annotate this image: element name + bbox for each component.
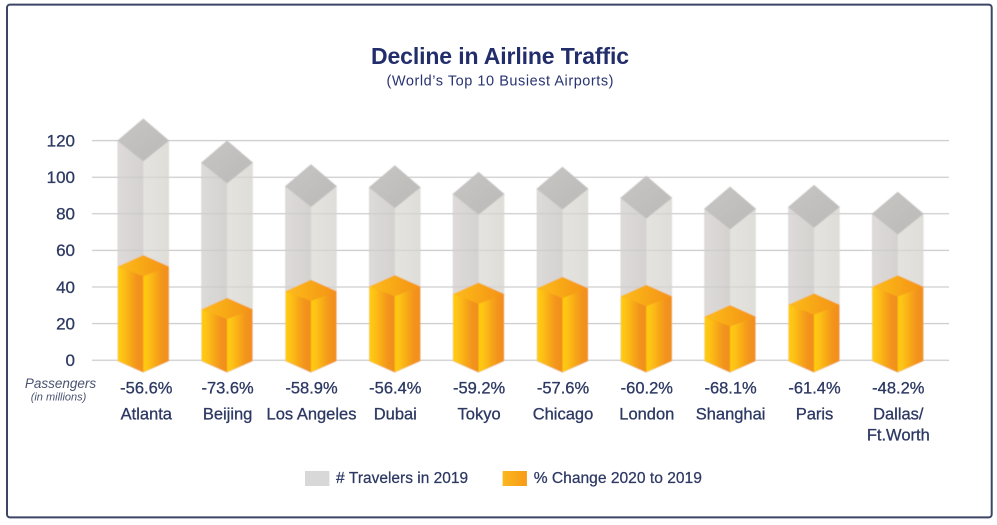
svg-text:(in millions): (in millions): [31, 392, 87, 404]
svg-text:Passengers: Passengers: [25, 376, 97, 391]
svg-text:Dallas/: Dallas/: [873, 406, 924, 424]
svg-text:Shanghai: Shanghai: [696, 406, 766, 424]
svg-text:-58.9%: -58.9%: [285, 380, 338, 398]
svg-text:20: 20: [56, 314, 75, 333]
svg-text:Dubai: Dubai: [374, 406, 417, 424]
svg-text:(World’s Top 10 Busiest Airpor: (World’s Top 10 Busiest Airports): [387, 74, 614, 90]
svg-text:100: 100: [47, 168, 75, 187]
svg-text:-73.6%: -73.6%: [201, 380, 254, 398]
svg-text:0: 0: [66, 351, 75, 370]
svg-text:60: 60: [56, 241, 75, 260]
svg-text:40: 40: [56, 278, 75, 297]
svg-text:-56.4%: -56.4%: [369, 380, 422, 398]
svg-text:-56.6%: -56.6%: [120, 380, 173, 398]
svg-text:Tokyo: Tokyo: [458, 406, 501, 424]
svg-text:Ft.Worth: Ft.Worth: [867, 427, 930, 445]
svg-text:-61.4%: -61.4%: [788, 380, 841, 398]
svg-text:-48.2%: -48.2%: [872, 380, 925, 398]
svg-text:Decline in Airline Traffic: Decline in Airline Traffic: [371, 43, 629, 69]
svg-text:120: 120: [47, 131, 75, 150]
svg-text:Paris: Paris: [796, 406, 834, 424]
svg-text:-68.1%: -68.1%: [704, 380, 757, 398]
svg-text:% Change 2020 to 2019: % Change 2020 to 2019: [534, 470, 702, 487]
svg-text:-59.2%: -59.2%: [453, 380, 506, 398]
svg-text:# Travelers in 2019: # Travelers in 2019: [336, 470, 468, 487]
svg-text:-57.6%: -57.6%: [537, 380, 590, 398]
svg-text:Chicago: Chicago: [533, 406, 594, 424]
svg-text:80: 80: [56, 205, 75, 224]
svg-text:Los Angeles: Los Angeles: [267, 406, 357, 424]
svg-text:-60.2%: -60.2%: [621, 380, 674, 398]
svg-text:Atlanta: Atlanta: [121, 406, 173, 424]
svg-text:London: London: [619, 406, 674, 424]
svg-text:Beijing: Beijing: [203, 406, 253, 424]
